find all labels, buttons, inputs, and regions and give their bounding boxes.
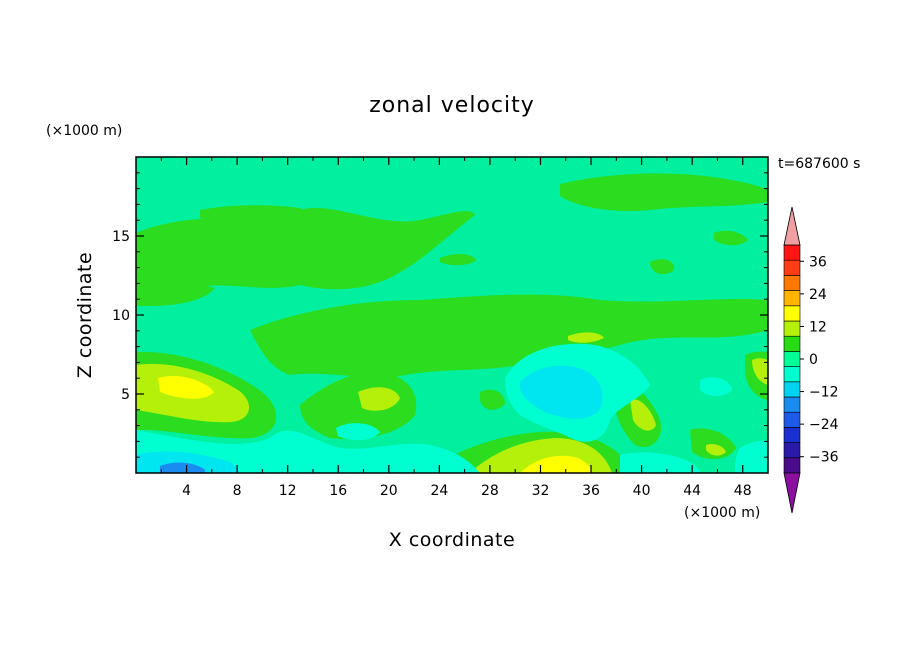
x-tick-label: 4 — [182, 483, 191, 499]
y-tick-label: 15 — [112, 229, 130, 245]
colorbar-tick-label: −24 — [809, 417, 839, 433]
chart-title: zonal velocity — [369, 93, 535, 118]
colorbar-band — [783, 396, 801, 413]
x-tick-label: 40 — [633, 483, 651, 499]
x-tick-label: 48 — [734, 483, 752, 499]
colorbar-band — [783, 366, 801, 383]
y-tick-label: 10 — [112, 308, 130, 324]
x-tick-label: 12 — [279, 483, 297, 499]
colorbar-band — [783, 427, 801, 443]
x-axis-unit: (×1000 m) — [684, 505, 760, 521]
time-label: t=687600 s — [778, 156, 860, 172]
colorbar-band — [783, 290, 801, 307]
y-axis-unit: (×1000 m) — [46, 123, 122, 139]
colorbar-band — [783, 335, 801, 352]
colorbar-tick-label: 36 — [809, 254, 827, 270]
colorbar-band — [783, 442, 801, 459]
strong-positive-regions — [158, 375, 592, 473]
y-tick-label: 5 — [121, 387, 130, 403]
colorbar-band — [783, 305, 801, 322]
colorbar-band — [783, 411, 801, 428]
y-axis-title: Z coordinate — [74, 252, 96, 378]
x-axis: 4 8 12 16 20 24 28 32 36 40 44 48 — [160, 157, 752, 499]
colorbar-band — [783, 244, 801, 261]
x-tick-label: 16 — [329, 483, 347, 499]
colorbar-tick-label: 12 — [809, 319, 827, 335]
colorbar-tick-label: 0 — [809, 352, 818, 368]
colorbar-band — [783, 351, 801, 367]
colorbar-overflow-low — [783, 472, 801, 514]
x-axis-title: X coordinate — [389, 529, 515, 551]
colorbar-band — [783, 259, 801, 276]
velocity-field — [136, 157, 768, 473]
colorbar-band — [783, 320, 801, 337]
colorbar-tick-label: −12 — [809, 385, 839, 401]
x-tick-label: 44 — [683, 483, 701, 499]
colorbar-band — [783, 457, 801, 474]
x-tick-label: 20 — [380, 483, 398, 499]
x-tick-label: 8 — [233, 483, 242, 499]
y-axis: 5 10 15 — [112, 172, 768, 458]
weak-positive-regions — [136, 173, 768, 473]
colorbar-tick-label: −36 — [809, 450, 839, 466]
x-tick-label: 24 — [430, 483, 448, 499]
x-tick-label: 36 — [582, 483, 600, 499]
strong-negative-regions — [160, 462, 205, 473]
x-tick-label: 32 — [532, 483, 550, 499]
x-tick-label: 28 — [481, 483, 499, 499]
colorbar-band — [783, 275, 801, 291]
colorbar-band — [783, 381, 801, 398]
colorbar-overflow-high — [783, 206, 801, 246]
colorbar-tick-label: 24 — [809, 287, 827, 303]
colorbar: 36 24 12 0 −12 −24 −36 — [783, 206, 839, 514]
